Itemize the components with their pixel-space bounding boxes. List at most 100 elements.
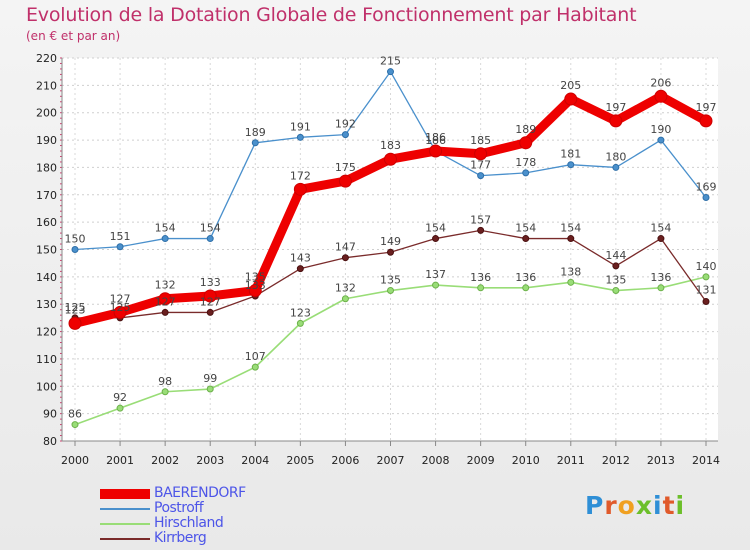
y-minor-tick bbox=[60, 325, 62, 327]
y-minor-tick bbox=[60, 57, 62, 59]
y-minor-tick bbox=[60, 73, 62, 75]
y-minor-tick bbox=[60, 221, 62, 223]
data-label-hirschland-2004: 107 bbox=[245, 350, 266, 363]
data-point-postroff-2010 bbox=[522, 169, 530, 177]
legend-item-kirrberg: Kirrberg bbox=[100, 531, 246, 546]
data-point-kirrberg-2002 bbox=[161, 308, 169, 316]
y-minor-tick bbox=[60, 254, 62, 256]
data-label-baerendorf-2003: 133 bbox=[200, 276, 221, 289]
data-label-baerendorf-2011: 205 bbox=[560, 79, 581, 92]
data-point-postroff-2014 bbox=[702, 194, 710, 202]
y-minor-tick bbox=[60, 380, 62, 382]
legend-label-postroff: Postroff bbox=[154, 500, 204, 516]
y-minor-tick bbox=[60, 440, 62, 442]
data-point-kirrberg-2005 bbox=[296, 265, 304, 273]
y-minor-tick bbox=[60, 281, 62, 283]
data-label-kirrberg-2003: 127 bbox=[200, 295, 221, 308]
y-minor-tick bbox=[60, 407, 62, 409]
y-tick-label-110: 110 bbox=[36, 353, 57, 366]
x-tick-label-2005: 2005 bbox=[286, 454, 314, 467]
data-label-postroff-2003: 154 bbox=[200, 222, 221, 235]
y-minor-tick bbox=[60, 243, 62, 245]
data-label-postroff-2001: 151 bbox=[110, 230, 131, 243]
data-label-baerendorf-2002: 132 bbox=[155, 279, 176, 292]
data-point-hirschland-2003 bbox=[206, 385, 214, 393]
y-minor-tick bbox=[60, 265, 62, 267]
y-tick-label-190: 190 bbox=[36, 134, 57, 147]
data-label-baerendorf-2001: 127 bbox=[110, 292, 131, 305]
data-label-baerendorf-2014: 197 bbox=[696, 101, 717, 114]
x-tick-label-2011: 2011 bbox=[557, 454, 585, 467]
data-label-baerendorf-2007: 183 bbox=[380, 139, 401, 152]
data-label-baerendorf-2013: 206 bbox=[650, 76, 671, 89]
x-tick-label-2003: 2003 bbox=[196, 454, 224, 467]
x-tick-label-2009: 2009 bbox=[467, 454, 495, 467]
data-point-hirschland-2007 bbox=[387, 287, 394, 295]
data-point-hirschland-2013 bbox=[657, 284, 665, 292]
data-point-hirschland-2004 bbox=[251, 363, 259, 371]
data-point-baerendorf-2007 bbox=[384, 152, 397, 166]
y-minor-tick bbox=[60, 150, 62, 152]
data-label-postroff-2007: 215 bbox=[380, 55, 401, 68]
data-label-postroff-2008: 186 bbox=[425, 134, 446, 147]
data-label-kirrberg-2007: 149 bbox=[380, 235, 401, 248]
data-point-baerendorf-2006 bbox=[338, 174, 352, 188]
y-minor-tick bbox=[60, 123, 62, 125]
data-point-postroff-2006 bbox=[341, 131, 349, 139]
y-minor-tick bbox=[60, 145, 62, 147]
y-minor-tick bbox=[60, 188, 62, 190]
data-label-postroff-2014: 169 bbox=[696, 181, 717, 194]
data-point-kirrberg-2006 bbox=[341, 254, 349, 262]
y-tick-label-210: 210 bbox=[36, 79, 57, 92]
data-label-kirrberg-2006: 147 bbox=[335, 241, 356, 254]
data-point-hirschland-2002 bbox=[161, 388, 169, 396]
data-label-hirschland-2009: 136 bbox=[470, 271, 491, 284]
y-tick-label-180: 180 bbox=[36, 161, 57, 174]
data-label-postroff-2004: 189 bbox=[245, 126, 266, 139]
data-point-baerendorf-2004 bbox=[248, 284, 262, 298]
data-label-postroff-2012: 180 bbox=[605, 150, 626, 163]
proxiti-logo: Proxiti bbox=[585, 491, 686, 520]
legend-label-hirschland: Hirschland bbox=[154, 515, 224, 531]
data-label-hirschland-2001: 92 bbox=[113, 391, 127, 404]
data-label-kirrberg-2011: 154 bbox=[560, 222, 581, 235]
data-label-baerendorf-2005: 172 bbox=[290, 169, 311, 182]
data-label-hirschland-2002: 98 bbox=[158, 375, 172, 388]
y-minor-tick bbox=[60, 385, 62, 387]
data-point-kirrberg-2011 bbox=[567, 235, 575, 243]
x-tick-label-2012: 2012 bbox=[602, 454, 630, 467]
x-tick-label-2004: 2004 bbox=[241, 454, 269, 467]
y-minor-tick bbox=[60, 331, 62, 333]
data-label-kirrberg-2002: 127 bbox=[155, 295, 176, 308]
y-tick-label-100: 100 bbox=[36, 380, 57, 393]
y-minor-tick bbox=[60, 205, 62, 207]
data-point-kirrberg-2012 bbox=[612, 262, 620, 270]
y-minor-tick bbox=[60, 429, 62, 431]
data-point-hirschland-2008 bbox=[432, 281, 440, 289]
data-point-baerendorf-2011 bbox=[564, 92, 578, 106]
y-minor-tick bbox=[60, 166, 62, 168]
data-point-kirrberg-2010 bbox=[522, 235, 530, 243]
y-minor-tick bbox=[60, 62, 62, 64]
legend-item-baerendorf: BAERENDORF bbox=[100, 486, 246, 501]
y-minor-tick bbox=[60, 172, 62, 174]
y-minor-tick bbox=[60, 68, 62, 70]
data-point-postroff-2009 bbox=[477, 172, 485, 180]
y-tick-label-200: 200 bbox=[36, 107, 57, 120]
data-label-kirrberg-2012: 144 bbox=[605, 249, 626, 262]
y-minor-tick bbox=[60, 199, 62, 201]
y-tick-label-90: 90 bbox=[43, 408, 57, 421]
data-label-baerendorf-2010: 189 bbox=[515, 123, 536, 136]
chart-title: Evolution de la Dotation Globale de Fonc… bbox=[26, 4, 637, 26]
y-minor-tick bbox=[60, 320, 62, 322]
y-tick-label-80: 80 bbox=[43, 435, 57, 448]
data-point-postroff-2013 bbox=[657, 136, 665, 144]
x-tick-label-2013: 2013 bbox=[647, 454, 675, 467]
data-point-kirrberg-2009 bbox=[477, 226, 485, 234]
y-minor-tick bbox=[60, 374, 62, 376]
data-label-postroff-2010: 178 bbox=[515, 156, 536, 169]
x-tick-label-2002: 2002 bbox=[151, 454, 179, 467]
y-minor-tick bbox=[60, 342, 62, 344]
y-tick-label-140: 140 bbox=[36, 271, 57, 284]
